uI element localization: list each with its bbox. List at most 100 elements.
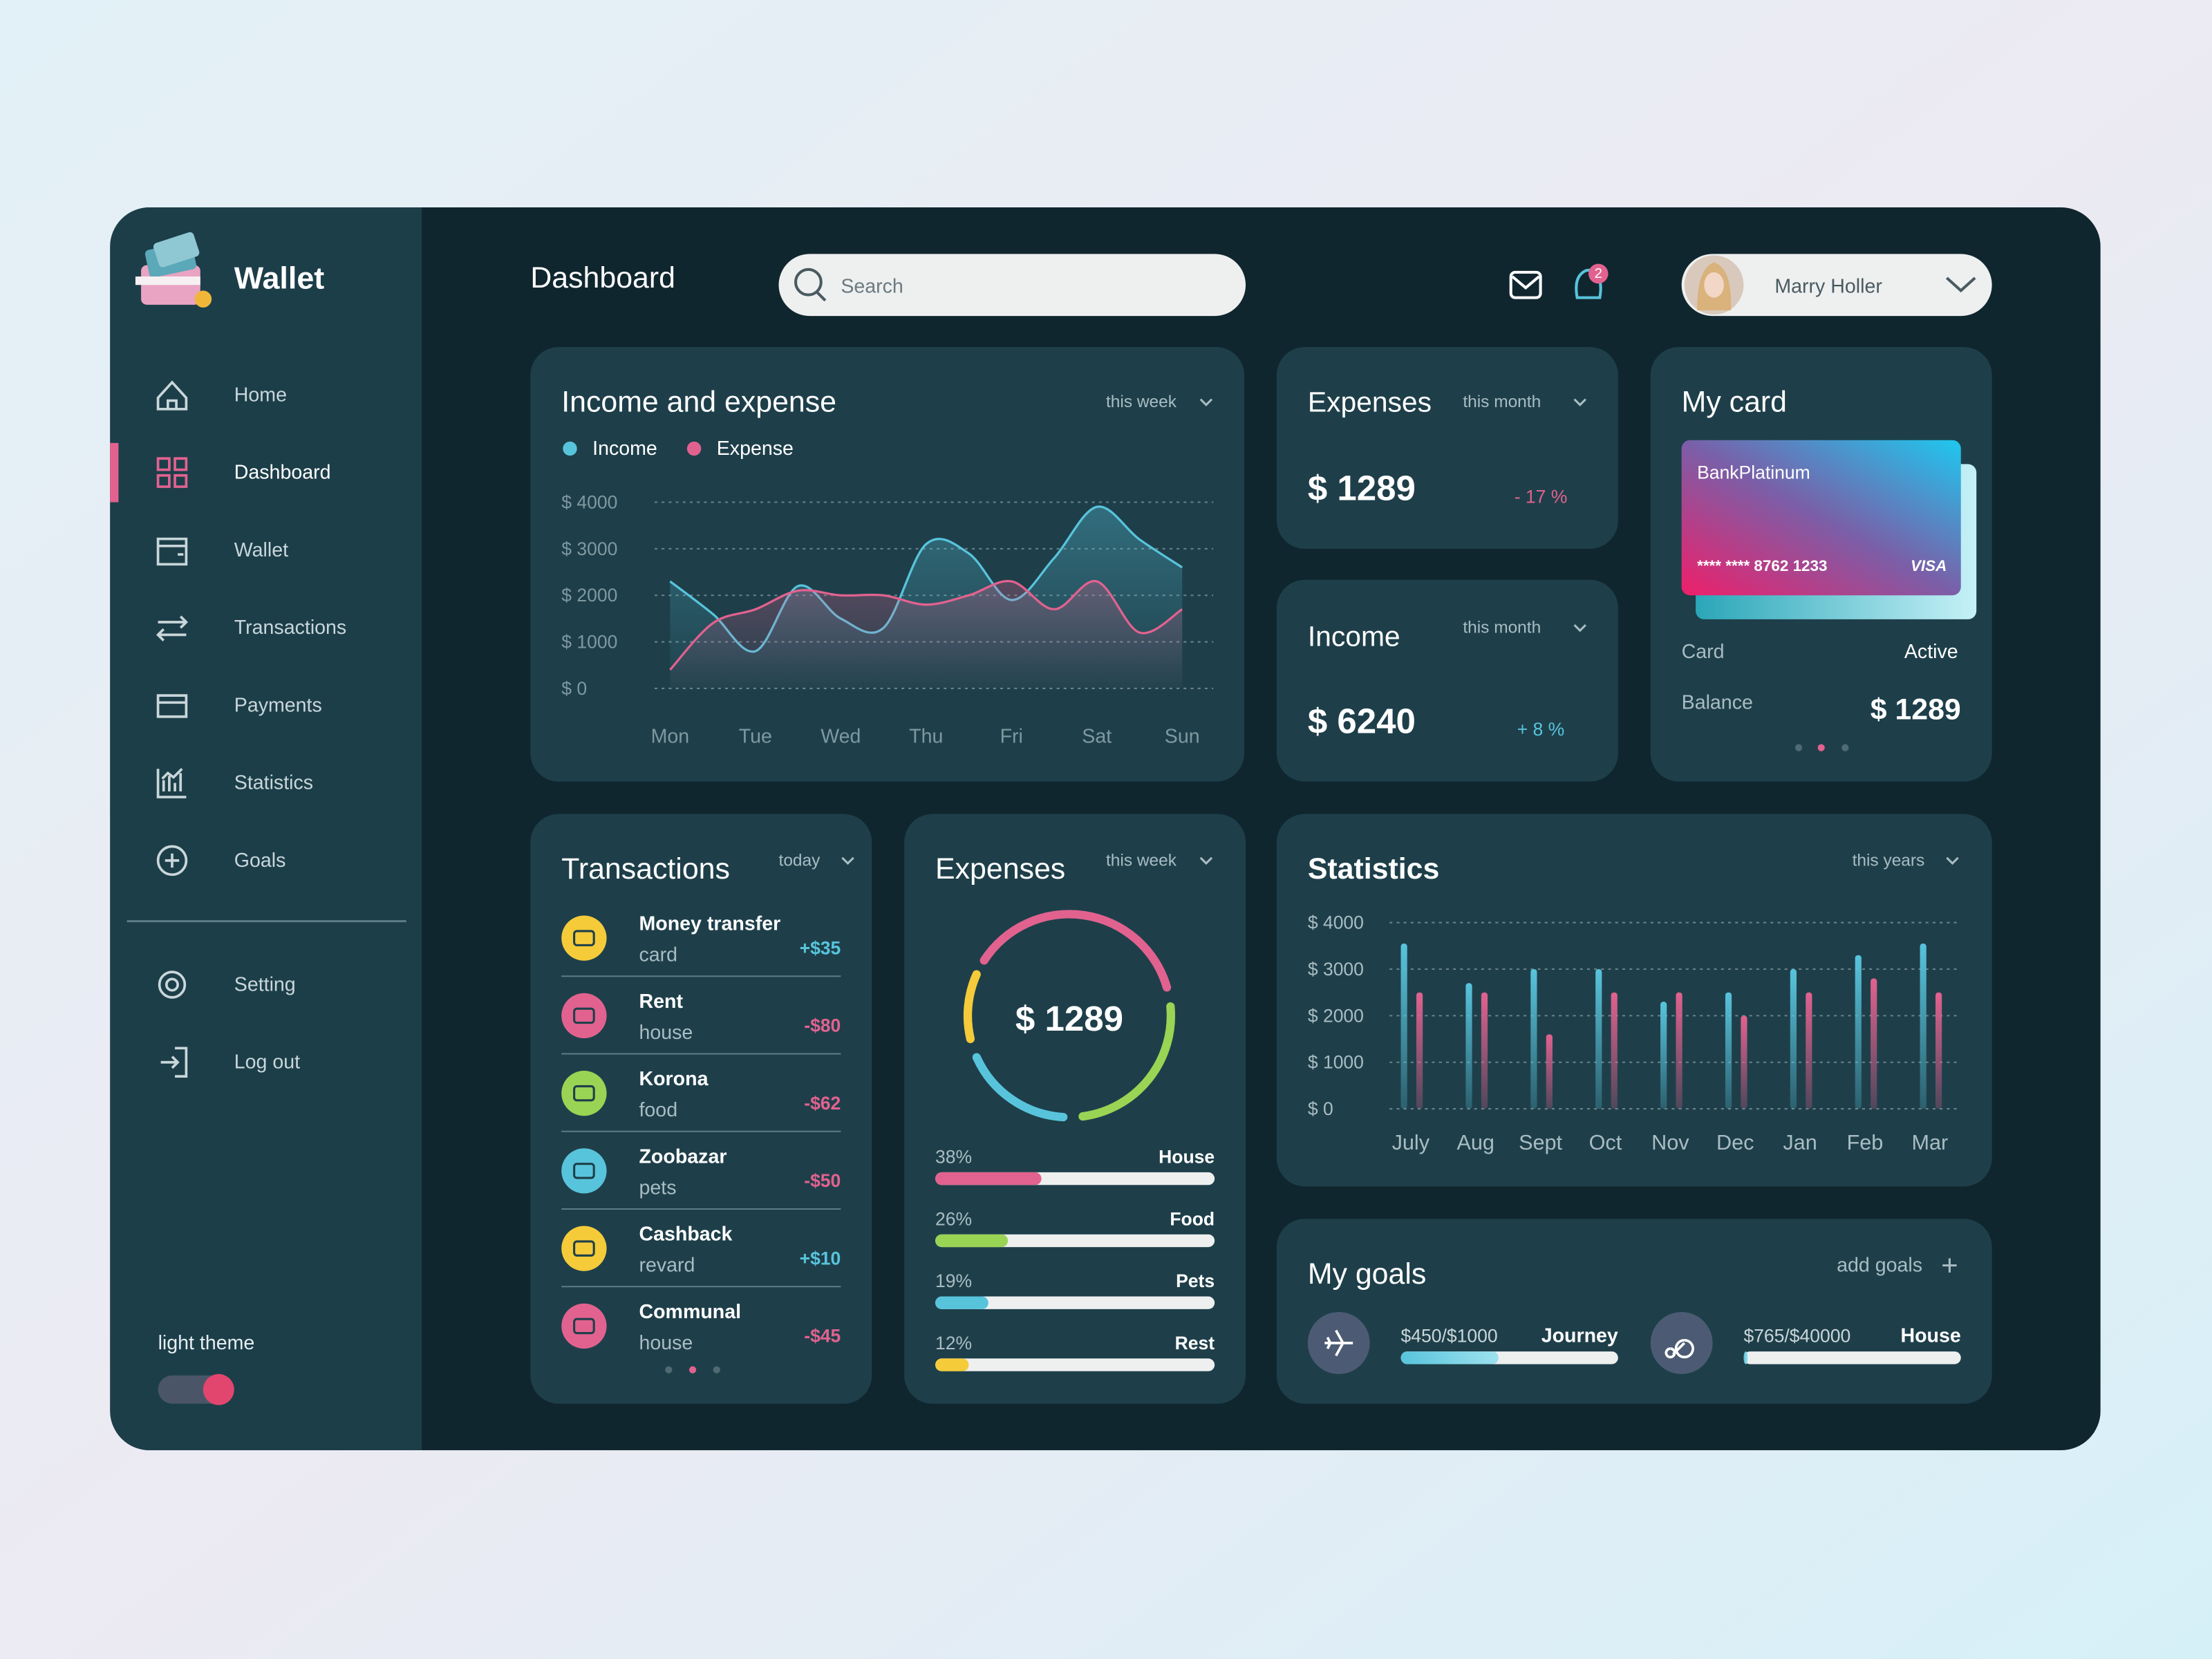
nav-icon[interactable] xyxy=(156,537,188,566)
donut-segment xyxy=(1078,1002,1175,1121)
card-title: Statistics xyxy=(1308,852,1439,885)
pager[interactable] xyxy=(665,1366,720,1374)
transaction-detail: revard xyxy=(639,1255,695,1277)
nav-item[interactable]: Dashboard xyxy=(234,462,331,484)
y-tick-label: $ 1000 xyxy=(561,632,617,653)
notification-icon[interactable]: 2 xyxy=(1575,263,1609,299)
logo xyxy=(135,232,212,308)
status: Active xyxy=(1904,641,1958,663)
card-title: My goals xyxy=(1308,1257,1426,1291)
transaction-name: Rent xyxy=(639,991,683,1013)
x-tick-label: Mon xyxy=(651,725,690,747)
search-placeholder: Search xyxy=(841,275,903,297)
progress-track xyxy=(935,1358,1215,1371)
transaction-detail: food xyxy=(639,1099,677,1121)
icon-glyph xyxy=(573,1163,595,1179)
nav-icon[interactable] xyxy=(156,694,188,718)
brand: Wallet xyxy=(234,261,325,296)
goal-glyph xyxy=(1324,1329,1353,1357)
user-menu[interactable]: Marry Holler xyxy=(1681,254,1992,317)
area xyxy=(670,581,1183,688)
progress-bar xyxy=(935,1234,1009,1248)
chevron[interactable] xyxy=(1199,398,1213,406)
progress-track xyxy=(935,1296,1215,1309)
chevron[interactable] xyxy=(1199,856,1213,865)
nav-item[interactable]: Transactions xyxy=(234,617,346,639)
bar xyxy=(1416,992,1423,1109)
chevron[interactable] xyxy=(1946,856,1959,865)
bar xyxy=(1741,1015,1747,1109)
transaction-amount: -$45 xyxy=(804,1326,841,1347)
transaction-amount: +$35 xyxy=(800,937,841,958)
card-title: Income xyxy=(1308,620,1400,652)
bar xyxy=(1465,983,1472,1109)
percent-label: 19% xyxy=(935,1271,972,1291)
bank-name: BankPlatinum xyxy=(1697,462,1810,483)
transaction-detail: house xyxy=(639,1332,693,1354)
nav-item[interactable]: Wallet xyxy=(234,539,288,561)
pager[interactable] xyxy=(1794,744,1849,751)
transaction-icon xyxy=(561,993,607,1039)
progress-bar xyxy=(935,1172,1042,1185)
search-box[interactable]: Search xyxy=(778,254,1246,317)
theme-toggle[interactable] xyxy=(158,1374,234,1405)
bar xyxy=(1660,1002,1667,1109)
period-select[interactable]: this month xyxy=(1463,619,1541,637)
nav-item[interactable]: Payments xyxy=(234,694,322,716)
period-select[interactable]: this years xyxy=(1853,851,1925,870)
transaction-amount: +$10 xyxy=(800,1248,841,1268)
x-tick-label: Feb xyxy=(1847,1131,1884,1154)
period-select[interactable]: today xyxy=(779,851,821,870)
nav-item[interactable]: Goals xyxy=(234,850,286,872)
add-icon[interactable] xyxy=(1942,1258,1957,1273)
legend-label: Expense xyxy=(717,438,794,460)
nav-item[interactable]: Setting xyxy=(234,973,296,995)
goal-amount: $765/$40000 xyxy=(1743,1326,1850,1347)
chevron[interactable] xyxy=(1573,398,1586,406)
category-label: Pets xyxy=(1176,1271,1215,1291)
nav-icon[interactable] xyxy=(156,845,188,877)
mail-icon[interactable] xyxy=(1509,270,1542,299)
notification-count: 2 xyxy=(1595,266,1602,281)
x-tick-label: Jan xyxy=(1783,1131,1817,1154)
period-select[interactable]: this week xyxy=(1106,851,1177,870)
nav-icon[interactable] xyxy=(156,380,188,411)
transaction-name: Communal xyxy=(639,1301,741,1323)
x-tick-label: Nov xyxy=(1651,1131,1689,1154)
period-select[interactable]: this month xyxy=(1463,393,1541,411)
bar xyxy=(1400,944,1407,1109)
x-tick-label: Wed xyxy=(821,725,861,747)
card-number: **** **** 8762 1233 xyxy=(1697,557,1827,574)
period-select[interactable]: this week xyxy=(1106,393,1177,411)
donut-total: $ 1289 xyxy=(1015,999,1123,1038)
transaction-icon xyxy=(561,1070,607,1116)
progress-bar xyxy=(935,1296,988,1309)
x-tick-label: Mar xyxy=(1911,1131,1948,1154)
transaction-icon xyxy=(561,1303,607,1349)
bar xyxy=(1790,969,1797,1109)
bank-card[interactable] xyxy=(1681,440,1961,596)
add-goal[interactable]: add goals xyxy=(1837,1255,1922,1277)
x-tick-label: Sun xyxy=(1165,725,1200,747)
nav-icon[interactable] xyxy=(160,1047,188,1078)
nav-icon[interactable] xyxy=(158,971,187,999)
chevron[interactable] xyxy=(841,856,854,865)
dynamic: Home Dashboard Wallet Transactions Payments S… xyxy=(110,380,1961,1374)
y-tick-label: $ 1000 xyxy=(1308,1052,1364,1073)
nav-icon[interactable] xyxy=(156,457,188,488)
x-tick-label: Tue xyxy=(739,725,772,747)
percent-label: 12% xyxy=(935,1333,972,1353)
nav-item[interactable]: Home xyxy=(234,384,287,406)
user-name: Marry Holler xyxy=(1774,275,1882,297)
active-indicator xyxy=(110,442,119,503)
chevron[interactable] xyxy=(1573,624,1586,632)
x-tick-label: Fri xyxy=(1000,725,1023,747)
transaction-amount: -$50 xyxy=(804,1170,841,1191)
nav-item[interactable]: Log out xyxy=(234,1051,300,1074)
nav-icon[interactable] xyxy=(156,615,188,641)
transaction-icon xyxy=(561,1148,607,1194)
transaction-icon xyxy=(561,1226,607,1271)
nav-item[interactable]: Statistics xyxy=(234,772,313,794)
nav-icon[interactable] xyxy=(156,767,187,798)
bar xyxy=(1855,955,1862,1109)
